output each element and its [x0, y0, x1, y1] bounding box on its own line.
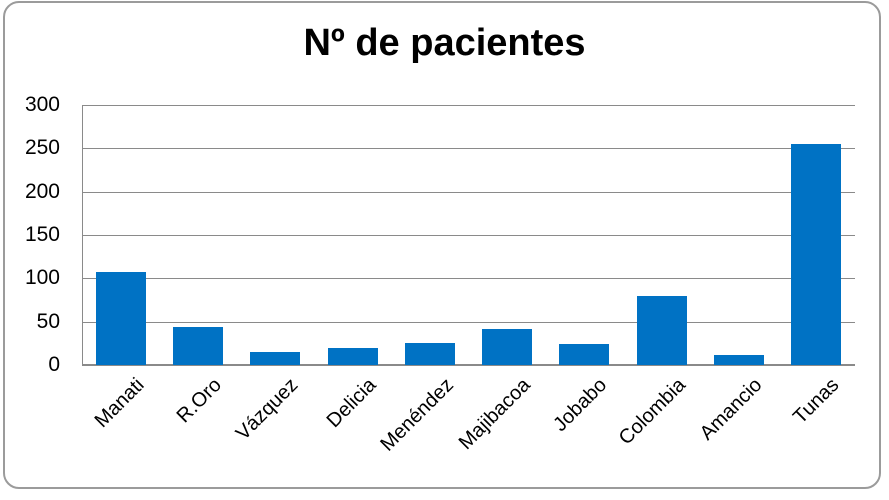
gridline	[82, 278, 855, 279]
bar-r-oro	[173, 327, 223, 365]
gridline	[82, 192, 855, 193]
y-axis-tick-label: 200	[24, 180, 60, 203]
y-axis-tick-label: 100	[24, 266, 60, 289]
bar-jobabo	[559, 344, 609, 365]
y-axis-tick-label: 150	[24, 223, 60, 246]
bar-men-ndez	[405, 343, 455, 365]
y-axis-line	[82, 105, 83, 365]
y-axis-tick-label: 50	[36, 310, 60, 333]
gridline	[82, 235, 855, 236]
bar-majibacoa	[482, 329, 532, 365]
bar-tunas	[791, 144, 841, 365]
chart-frame-border	[3, 1, 881, 489]
y-axis-tick-label: 250	[24, 136, 60, 159]
y-axis-tick-label: 300	[24, 93, 60, 116]
chart-title: Nº de pacientes	[303, 22, 586, 64]
x-axis-line	[82, 364, 855, 366]
bar-colombia	[637, 296, 687, 365]
gridline	[82, 322, 855, 323]
gridline	[82, 148, 855, 149]
bar-v-zquez	[250, 352, 300, 365]
y-axis-tick-label: 0	[48, 353, 60, 376]
bar-manati	[96, 272, 146, 365]
gridline	[82, 105, 855, 106]
bar-amancio	[714, 355, 764, 365]
bar-delicia	[328, 348, 378, 365]
